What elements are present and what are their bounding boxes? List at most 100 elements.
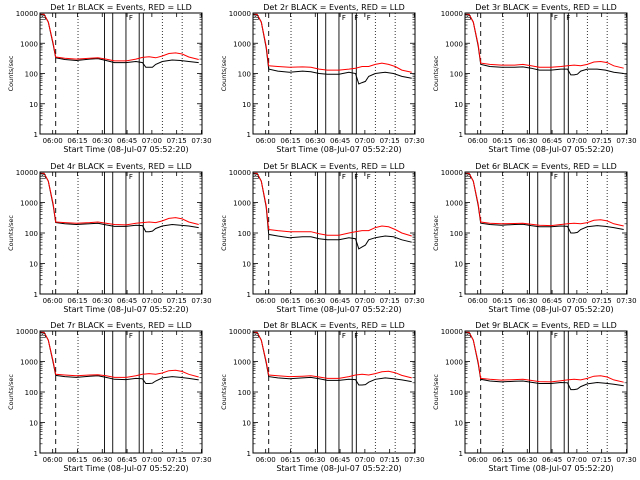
x-tick-label: 07:30 bbox=[191, 456, 211, 464]
x-tick-label: 07:30 bbox=[404, 137, 424, 145]
x-tick-label: 07:15 bbox=[592, 456, 612, 464]
y-axis-label: Counts/sec bbox=[432, 374, 440, 410]
x-tick-label: 07:30 bbox=[616, 297, 636, 305]
event-annotation: F bbox=[129, 173, 133, 181]
x-tick-label: 07:15 bbox=[592, 137, 612, 145]
y-tick-label: 10 bbox=[454, 420, 463, 428]
y-tick-label: 1 bbox=[459, 131, 463, 139]
series-line bbox=[253, 172, 412, 250]
x-axis-label: Start Time (08-Jul-07 05:52:20) bbox=[63, 145, 188, 154]
series-line bbox=[253, 331, 412, 386]
x-axis-label: Start Time (08-Jul-07 05:52:20) bbox=[488, 305, 613, 314]
y-tick-label: 10000 bbox=[229, 328, 251, 336]
x-tick-label: 07:00 bbox=[355, 297, 375, 305]
series-line bbox=[40, 331, 199, 384]
y-tick-label: 1000 bbox=[233, 200, 251, 208]
series-line bbox=[40, 331, 199, 378]
x-tick-label: 06:15 bbox=[280, 456, 300, 464]
event-annotation: F bbox=[129, 332, 133, 340]
x-tick-label: 07:00 bbox=[567, 297, 587, 305]
y-tick-label: 10 bbox=[242, 261, 251, 269]
event-annotation: F bbox=[342, 14, 346, 22]
event-annotation: S bbox=[42, 173, 47, 181]
x-tick-label: 06:45 bbox=[542, 137, 562, 145]
panel-title: Det 8r BLACK = Events, RED = LLD bbox=[263, 321, 405, 330]
y-axis-label: Counts/sec bbox=[432, 55, 440, 91]
series-line bbox=[253, 13, 412, 73]
series-line bbox=[465, 13, 624, 76]
x-tick-label: 07:15 bbox=[167, 137, 187, 145]
x-axis-label: Start Time (08-Jul-07 05:52:20) bbox=[276, 145, 401, 154]
x-tick-label: 06:15 bbox=[67, 456, 87, 464]
x-tick-label: 06:00 bbox=[468, 297, 488, 305]
series-line bbox=[465, 172, 624, 234]
y-tick-label: 1 bbox=[459, 291, 463, 299]
x-tick-label: 06:30 bbox=[305, 456, 325, 464]
y-tick-label: 1 bbox=[34, 291, 38, 299]
detector-panel: Det 7r BLACK = Events, RED = LLD Counts/s… bbox=[7, 321, 212, 473]
event-annotation: F bbox=[367, 14, 371, 22]
y-tick-label: 1000 bbox=[445, 359, 463, 367]
series-line bbox=[465, 172, 624, 227]
event-annotation: F bbox=[367, 173, 371, 181]
x-axis-label: Start Time (08-Jul-07 05:52:20) bbox=[488, 464, 613, 473]
x-tick-label: 07:00 bbox=[142, 137, 162, 145]
plot-frame bbox=[39, 330, 203, 454]
x-axis-label: Start Time (08-Jul-07 05:52:20) bbox=[63, 464, 188, 473]
event-annotation: F bbox=[554, 332, 558, 340]
series-line bbox=[253, 331, 412, 379]
y-tick-label: 10 bbox=[454, 101, 463, 109]
x-tick-label: 06:00 bbox=[43, 456, 63, 464]
detector-panel: Det 2r BLACK = Events, RED = LLD Counts/s… bbox=[220, 3, 425, 154]
plot-frame bbox=[252, 330, 416, 454]
x-tick-label: 07:15 bbox=[380, 297, 400, 305]
y-axis-label: Counts/sec bbox=[220, 55, 228, 91]
x-tick-label: 06:15 bbox=[492, 297, 512, 305]
x-tick-label: 06:15 bbox=[280, 137, 300, 145]
event-annotation: F bbox=[342, 173, 346, 181]
x-tick-label: 07:30 bbox=[404, 456, 424, 464]
x-tick-label: 06:15 bbox=[67, 137, 87, 145]
panel-title: Det 2r BLACK = Events, RED = LLD bbox=[263, 3, 405, 12]
x-tick-label: 07:00 bbox=[567, 137, 587, 145]
y-tick-label: 10 bbox=[29, 420, 38, 428]
x-tick-label: 06:45 bbox=[330, 297, 350, 305]
y-tick-label: 10 bbox=[242, 420, 251, 428]
y-axis-label: Counts/sec bbox=[7, 55, 15, 91]
y-tick-label: 100 bbox=[238, 230, 251, 238]
y-tick-label: 10 bbox=[29, 101, 38, 109]
event-annotation: S bbox=[42, 14, 47, 22]
y-tick-label: 1000 bbox=[20, 200, 38, 208]
event-annotation: S bbox=[255, 332, 260, 340]
y-tick-label: 10 bbox=[454, 261, 463, 269]
panel-title: Det 7r BLACK = Events, RED = LLD bbox=[50, 321, 192, 330]
series-line bbox=[465, 331, 624, 383]
x-tick-label: 07:15 bbox=[167, 456, 187, 464]
y-tick-label: 100 bbox=[25, 230, 38, 238]
x-axis-label: Start Time (08-Jul-07 05:52:20) bbox=[63, 305, 188, 314]
event-annotation: S bbox=[255, 173, 260, 181]
y-tick-label: 100 bbox=[450, 230, 463, 238]
event-annotation: F bbox=[342, 332, 346, 340]
plot-frame bbox=[464, 330, 628, 454]
x-tick-label: 07:30 bbox=[191, 137, 211, 145]
y-tick-label: 100 bbox=[238, 71, 251, 79]
y-tick-label: 1000 bbox=[233, 40, 251, 48]
x-tick-label: 07:30 bbox=[616, 456, 636, 464]
event-annotation: S bbox=[467, 332, 472, 340]
event-annotation: F bbox=[129, 14, 133, 22]
x-tick-label: 06:00 bbox=[256, 456, 276, 464]
y-axis-label: Counts/sec bbox=[220, 215, 228, 251]
x-tick-label: 06:00 bbox=[43, 137, 63, 145]
y-tick-label: 1 bbox=[34, 450, 38, 458]
x-axis-label: Start Time (08-Jul-07 05:52:20) bbox=[276, 464, 401, 473]
y-tick-label: 1000 bbox=[445, 200, 463, 208]
y-tick-label: 1 bbox=[247, 291, 251, 299]
panel-title: Det 4r BLACK = Events, RED = LLD bbox=[50, 162, 192, 171]
x-tick-label: 06:00 bbox=[468, 137, 488, 145]
series-line bbox=[40, 13, 199, 62]
x-tick-label: 06:45 bbox=[117, 297, 137, 305]
x-tick-label: 07:00 bbox=[355, 137, 375, 145]
x-tick-label: 07:30 bbox=[616, 137, 636, 145]
x-tick-label: 06:45 bbox=[542, 456, 562, 464]
